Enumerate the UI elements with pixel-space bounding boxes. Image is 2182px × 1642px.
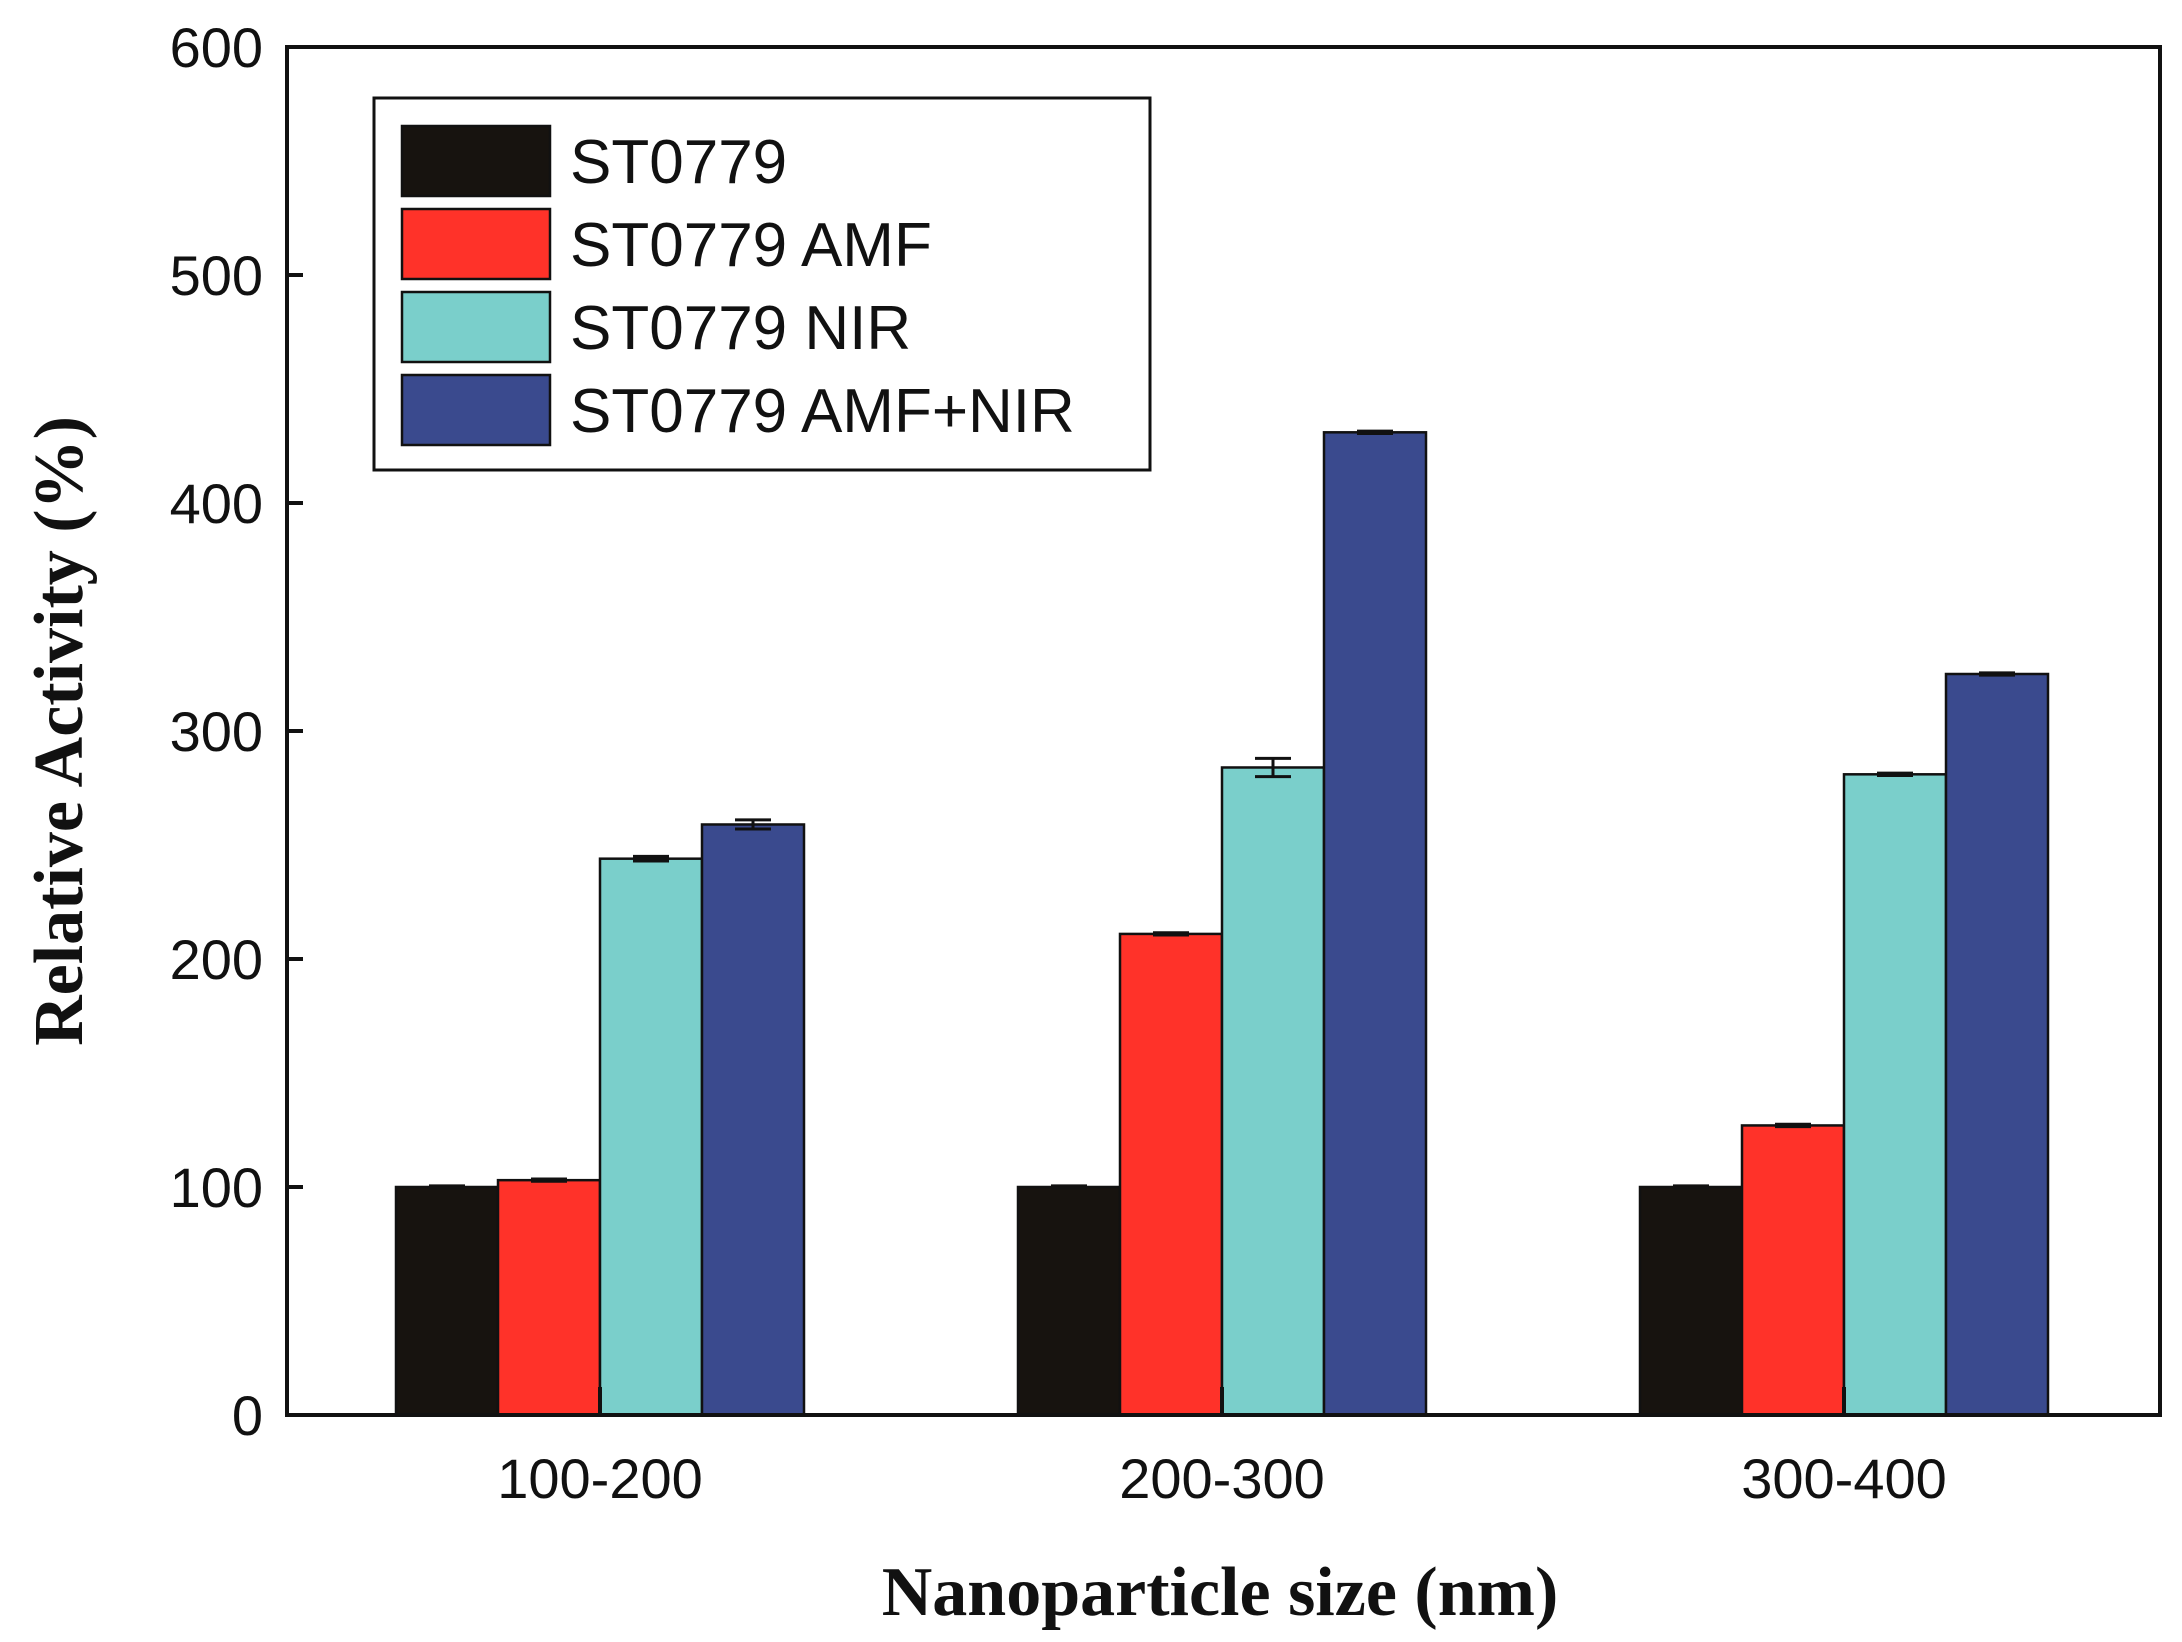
x-tick-label: 100-200 [497, 1447, 703, 1510]
bar [700, 823, 806, 1417]
x-tick-label: 300-400 [1741, 1447, 1947, 1510]
y-axis: 0 100 200 300 400 500 600 [170, 16, 303, 1447]
y-tick-label: 0 [232, 1384, 263, 1447]
y-axis-title: Relative Activity (%) [21, 416, 98, 1046]
y-tick-label: 200 [170, 928, 263, 991]
error-bars-layer [429, 429, 2015, 1190]
bar [1016, 1185, 1122, 1417]
bar [598, 857, 704, 1417]
legend-label: ST0779 NIR [570, 294, 911, 363]
y-tick-label: 500 [170, 244, 263, 307]
x-axis: 100-200 200-300 300-400 [497, 1387, 1947, 1510]
bar [1740, 1124, 1846, 1417]
bar [1842, 773, 1948, 1417]
bar [1220, 766, 1326, 1417]
legend-swatch [400, 290, 552, 364]
bars-layer [394, 431, 2050, 1417]
bar [1944, 672, 2050, 1417]
y-tick-label: 100 [170, 1156, 263, 1219]
y-tick-label: 400 [170, 472, 263, 535]
legend-label: ST0779 [570, 128, 787, 197]
legend-label: ST0779 AMF [570, 211, 932, 280]
bar [1322, 431, 1428, 1417]
legend-swatch [400, 124, 552, 198]
bar [394, 1185, 500, 1417]
bar [1118, 932, 1224, 1417]
legend-label: ST0779 AMF+NIR [570, 377, 1075, 446]
x-axis-title: Nanoparticle size (nm) [882, 1554, 1559, 1631]
legend-swatch [400, 207, 552, 281]
bar [1638, 1185, 1744, 1417]
y-tick-label: 600 [170, 16, 263, 79]
x-tick-label: 200-300 [1119, 1447, 1325, 1510]
y-tick-label: 300 [170, 700, 263, 763]
bar [496, 1178, 602, 1417]
legend-swatch [400, 373, 552, 447]
legend: ST0779 ST0779 AMF ST0779 NIR ST0779 AMF+NIR [372, 96, 1152, 472]
